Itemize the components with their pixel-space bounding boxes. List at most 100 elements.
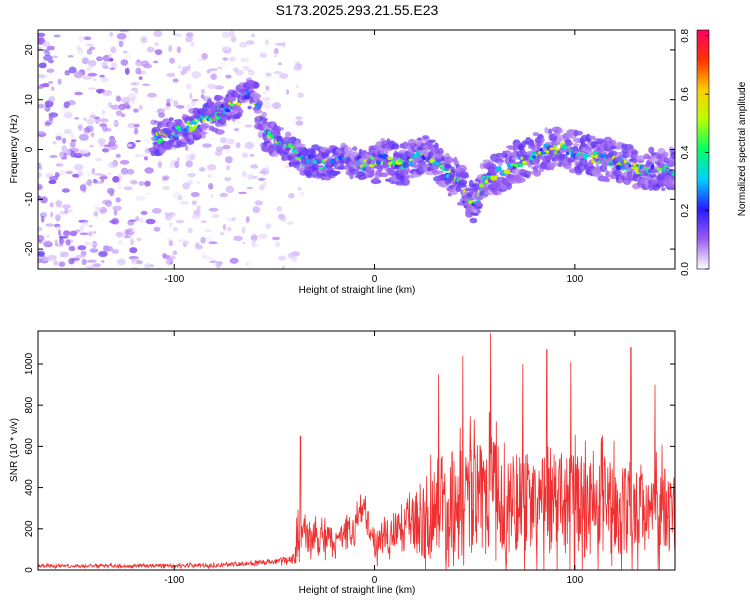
heat-halo-cell xyxy=(339,164,345,168)
heat-halo-cell xyxy=(180,123,185,127)
x-tick-label: 0 xyxy=(372,274,378,285)
heat-halo-cell xyxy=(369,170,375,177)
snr-series-line xyxy=(38,333,675,570)
heat-halo-cell xyxy=(253,93,262,99)
heat-noise-cell xyxy=(204,235,213,243)
heat-noise-cell xyxy=(65,170,73,175)
heat-noise-cell xyxy=(121,167,129,175)
heat-noise-cell xyxy=(169,57,176,64)
heat-halo-cell xyxy=(669,180,675,189)
heat-halo-cell xyxy=(275,125,282,133)
heat-noise-cell xyxy=(123,235,132,239)
heat-noise-cell xyxy=(107,102,113,108)
heat-noise-cell xyxy=(48,81,54,84)
heat-noise-cell xyxy=(119,30,129,33)
heat-noise-cell xyxy=(265,72,272,77)
heat-noise-cell xyxy=(248,70,255,76)
heat-noise-cell xyxy=(42,41,51,48)
heat-noise-cell xyxy=(73,71,83,79)
spectrogram-heatmap xyxy=(38,30,675,269)
heat-noise-cell xyxy=(135,196,146,201)
colorbar: 0.0 0.2 0.4 0.6 0.8 Normalized spectral ampl… xyxy=(680,28,748,276)
heat-noise-cell xyxy=(272,102,282,110)
heat-noise-cell xyxy=(127,122,137,129)
heat-noise-cell xyxy=(102,89,113,96)
heat-noise-cell xyxy=(117,183,122,190)
heat-noise-cell xyxy=(58,229,61,236)
heat-halo-cell xyxy=(296,143,306,148)
heat-noise-cell xyxy=(235,142,241,149)
figure-title: S173.2025.293.21.55.E23 xyxy=(276,2,439,18)
heat-noise-cell xyxy=(135,154,139,158)
heat-noise-cell xyxy=(201,251,206,259)
heat-halo-cell xyxy=(271,151,279,157)
heat-noise-cell xyxy=(51,86,55,92)
heat-halo-cell xyxy=(236,112,243,118)
heat-halo-cell xyxy=(472,212,479,217)
heat-noise-cell xyxy=(80,148,90,154)
heat-noise-cell xyxy=(200,89,206,94)
heat-noise-cell xyxy=(115,110,123,116)
heat-noise-cell xyxy=(274,47,279,55)
heat-noise-cell xyxy=(38,62,47,69)
heat-noise-cell xyxy=(120,59,129,66)
heat-noise-cell xyxy=(40,260,49,264)
heat-noise-cell xyxy=(166,255,176,260)
heat-noise-cell xyxy=(186,83,192,90)
heat-noise-cell xyxy=(119,159,130,165)
heat-noise-cell xyxy=(79,133,89,141)
heat-halo-cell xyxy=(434,170,444,174)
heat-noise-cell xyxy=(86,179,93,187)
heat-noise-cell xyxy=(67,55,74,58)
heat-halo-cell xyxy=(400,178,410,186)
heat-noise-cell xyxy=(293,65,300,71)
heat-noise-cell xyxy=(190,42,195,47)
heat-halo-cell xyxy=(457,164,468,173)
y-tick-label: -10 xyxy=(24,192,35,207)
heat-noise-cell xyxy=(262,96,271,102)
heat-noise-cell xyxy=(130,180,138,185)
heat-noise-cell xyxy=(226,138,235,145)
heat-noise-cell xyxy=(211,214,220,219)
heat-noise-cell xyxy=(38,165,43,171)
heat-noise-cell xyxy=(172,227,178,232)
heat-noise-cell xyxy=(276,205,283,212)
heat-noise-cell xyxy=(130,238,134,246)
heat-noise-cell xyxy=(183,240,190,246)
heat-noise-cell xyxy=(44,121,51,127)
heat-halo-cell xyxy=(608,150,618,158)
heat-noise-cell xyxy=(124,67,130,75)
heat-noise-cell xyxy=(180,200,189,205)
heat-noise-cell xyxy=(62,204,72,209)
heat-noise-cell xyxy=(140,210,148,215)
heat-noise-cell xyxy=(38,74,45,79)
heat-noise-cell xyxy=(117,239,123,245)
heat-noise-cell xyxy=(259,170,266,174)
heat-noise-cell xyxy=(215,146,224,152)
heat-halo-cell xyxy=(344,164,350,171)
heat-noise-cell xyxy=(225,74,232,79)
heat-noise-cell xyxy=(206,69,211,74)
heat-noise-cell xyxy=(52,55,58,59)
heat-noise-cell xyxy=(273,53,278,59)
heat-halo-cell xyxy=(335,170,341,175)
heat-noise-cell xyxy=(48,179,57,185)
heat-noise-cell xyxy=(153,226,161,232)
heat-noise-cell xyxy=(74,117,80,120)
heat-noise-cell xyxy=(41,83,50,88)
heat-noise-cell xyxy=(186,104,191,110)
colorbar-ticks: 0.0 0.2 0.4 0.6 0.8 xyxy=(680,28,709,276)
heat-noise-cell xyxy=(143,262,151,269)
heat-halo-cell xyxy=(532,132,539,137)
heat-noise-cell xyxy=(101,62,108,66)
heat-noise-cell xyxy=(176,46,182,54)
heat-noise-cell xyxy=(109,67,116,71)
heat-noise-cell xyxy=(295,84,300,89)
heat-noise-cell xyxy=(145,218,156,225)
heat-halo-cell xyxy=(461,174,470,179)
heat-noise-cell xyxy=(215,261,222,269)
heat-noise-cell xyxy=(228,56,236,62)
heat-noise-cell xyxy=(286,221,294,225)
heat-noise-cell xyxy=(38,35,45,41)
heat-noise-cell xyxy=(173,33,183,38)
